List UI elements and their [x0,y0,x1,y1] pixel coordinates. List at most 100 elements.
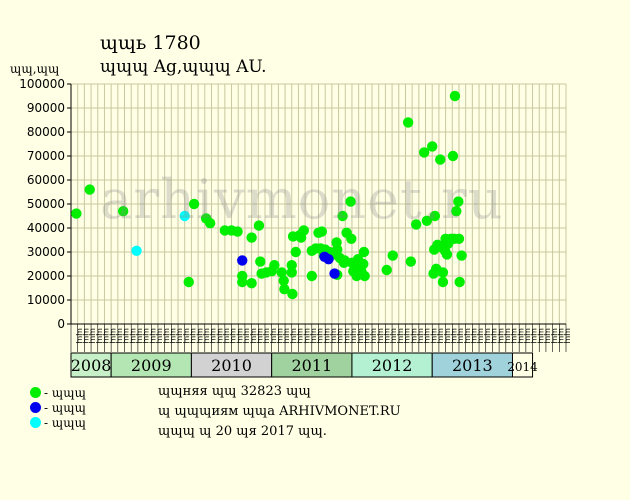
month-label: ɰɰ [544,328,553,344]
data-point [188,198,200,210]
y-tick-label: 50000 [27,197,65,211]
month-label: ɰɰ [142,328,151,344]
month-label: ɰɰ [223,328,232,344]
year-label: 2009 [131,356,172,375]
data-point [453,196,464,207]
legend-dot-cyan [30,417,41,428]
note-average: ɰɰняя ɰɰ 32823 ɰɰ [158,384,311,399]
data-point [418,147,430,158]
data-point [316,226,328,237]
month-label: ɰɰ [323,328,332,344]
month-label: ɰɰ [390,328,399,344]
month-label: ɰɰ [296,328,305,344]
month-label: ɰɰ [95,328,104,344]
y-tick-label: 100000 [19,77,65,91]
month-label: ɰɰ [176,328,185,344]
month-label: ɰɰ [109,328,118,344]
data-point [287,288,298,300]
month-label: ɰɰ [115,328,124,344]
month-label: ɰɰ [463,328,472,344]
month-label: ɰɰ [356,328,365,344]
month-label: ɰɰ [102,328,111,344]
data-point [435,154,446,165]
data-point [387,250,398,261]
year-label: 2014 [507,360,538,374]
data-point [278,275,289,286]
month-label: ɰɰ [149,328,158,344]
month-label: ɰɰ [209,328,218,344]
data-point [359,270,370,282]
data-point [456,250,467,261]
data-point [427,141,438,152]
y-tick-label: 10000 [27,293,65,307]
data-point [276,267,287,278]
data-point [441,249,453,260]
year-label: 2008 [71,356,112,375]
chart-title: ɰɰь 1780 [100,32,201,54]
data-point [117,206,129,217]
month-label: ɰɰ [557,328,566,344]
legend-dot-blue [30,402,41,413]
y-tick-label: 0 [57,317,65,331]
data-point [179,210,190,222]
month-label: ɰɰ [276,328,285,344]
month-label: ɰɰ [410,328,419,344]
month-label: ɰɰ [457,328,466,344]
month-label: ɰɰ [470,328,479,344]
data-point [323,254,334,265]
y-tick-label: 40000 [27,221,65,235]
data-point [453,233,465,244]
data-point [298,225,309,236]
note-source: ɰ ɰɰɰиям ɰɰа ARHIVMONET.RU [158,404,401,419]
year-band [511,352,534,378]
data-point [410,219,422,230]
year-label: 2010 [211,356,252,375]
data-point [131,245,142,256]
data-point [358,258,369,270]
data-point [237,276,248,288]
y-tick-label: 20000 [27,269,65,283]
month-label: ɰɰ [443,328,452,344]
y-tick-label: 70000 [27,149,65,163]
month-label: ɰɰ [376,328,385,344]
month-label: ɰɰ [202,328,211,344]
legend-label-cyan: - ɰɰɰ [44,416,87,430]
data-point [279,284,290,295]
month-label: ɰɰ [136,328,145,344]
year-label: 2011 [291,356,332,375]
data-point [451,206,462,217]
month-label: ɰɰ [537,328,546,344]
data-point [358,246,370,258]
month-label: ɰɰ [82,328,91,344]
data-point [183,276,194,288]
data-point [246,232,257,243]
data-point [290,246,301,258]
month-label: ɰɰ [169,328,178,344]
data-point [454,276,465,288]
month-label: ɰɰ [524,328,533,344]
legend-dot-green [30,387,41,398]
month-label: ɰɰ [437,328,446,344]
chart-subtitle: ɰɰɰ Ag,ɰɰɰ AU. [100,57,267,77]
month-label: ɰɰ [283,328,292,344]
month-label: ɰɰ [477,328,486,344]
month-label: ɰɰ [370,328,379,344]
y-tick-label: 60000 [27,173,65,187]
month-label: ɰɰ [156,328,165,344]
month-label: ɰɰ [383,328,392,344]
month-label: ɰɰ [450,328,459,344]
data-point [246,278,257,289]
month-label: ɰɰ [423,328,432,344]
month-label: ɰɰ [216,328,225,344]
month-label: ɰɰ [517,328,526,344]
data-point [332,244,343,255]
y-tick-label: 30000 [27,245,65,259]
month-label: ɰɰ [350,328,359,344]
month-label: ɰɰ [510,328,519,344]
data-point [84,184,95,195]
data-point [237,255,248,266]
month-label: ɰɰ [196,328,205,344]
month-label: ɰɰ [256,328,265,344]
year-label: 2012 [372,356,413,375]
